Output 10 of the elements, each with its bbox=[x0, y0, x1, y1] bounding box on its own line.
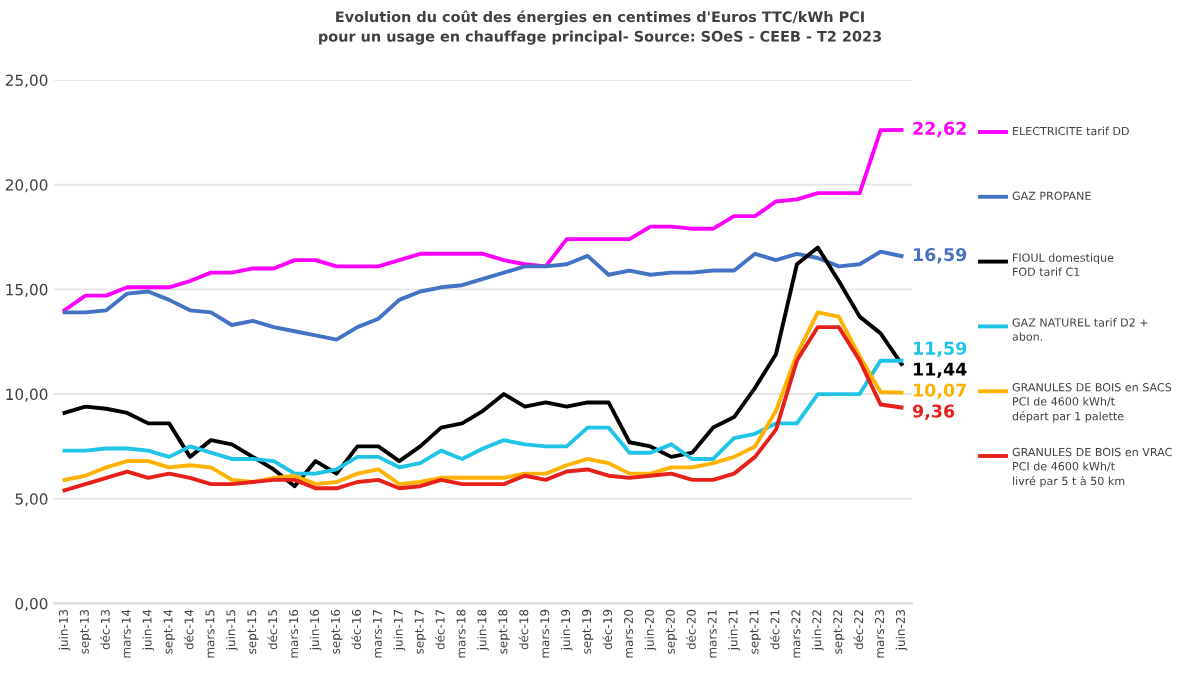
data-label: 11,59 bbox=[913, 341, 967, 358]
line-series bbox=[62, 358, 904, 476]
data-label: 9,36 bbox=[912, 404, 955, 420]
line-series bbox=[62, 249, 904, 342]
line-series bbox=[62, 127, 904, 313]
data-label: 22,62 bbox=[913, 121, 966, 138]
line-series bbox=[62, 245, 904, 489]
data-label: 11,44 bbox=[913, 362, 967, 379]
data-label: 16,59 bbox=[913, 247, 967, 264]
data-label: 10,07 bbox=[913, 383, 966, 399]
